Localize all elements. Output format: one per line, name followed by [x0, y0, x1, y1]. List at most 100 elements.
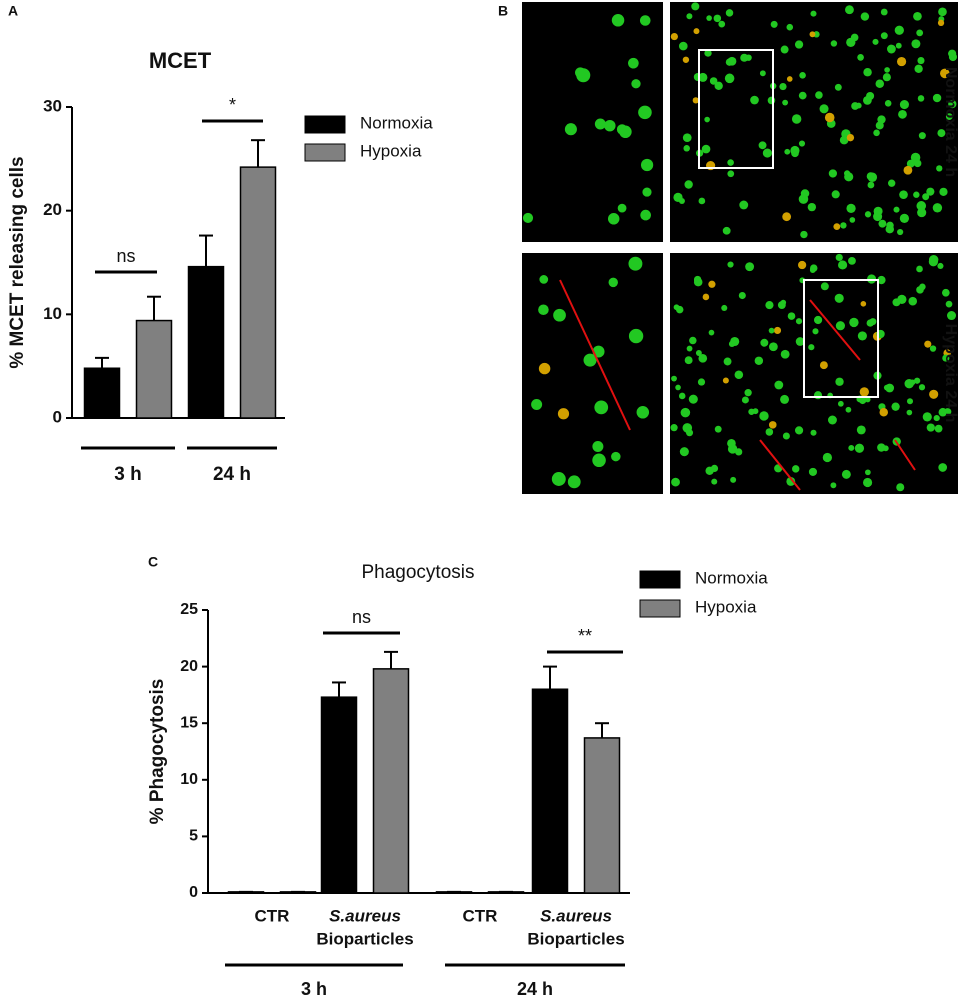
cell	[846, 37, 856, 48]
cell	[678, 41, 688, 51]
cell	[903, 165, 913, 175]
cell	[837, 400, 844, 407]
cell	[682, 423, 693, 433]
cell	[698, 354, 708, 363]
cell	[934, 424, 943, 433]
cell	[795, 337, 805, 346]
cell	[727, 439, 736, 448]
cell	[844, 170, 851, 177]
cell	[799, 72, 806, 79]
x-tick-label: S.aureus	[540, 906, 612, 925]
cell	[594, 118, 606, 130]
cell	[683, 145, 690, 152]
cell	[675, 384, 681, 391]
cell	[800, 230, 808, 239]
cell	[714, 425, 722, 433]
cell	[885, 383, 895, 393]
cell	[765, 428, 774, 436]
cell	[865, 469, 871, 476]
cell	[780, 394, 790, 404]
cell	[691, 2, 700, 11]
cell	[831, 190, 840, 199]
cell	[684, 180, 693, 189]
panel-label: A	[8, 3, 18, 19]
micrographs	[522, 2, 958, 494]
cell	[777, 301, 786, 309]
cell	[738, 292, 746, 300]
bar	[239, 166, 277, 419]
cell	[810, 429, 817, 436]
cell	[906, 398, 914, 405]
cell	[768, 421, 777, 429]
cell	[786, 23, 794, 31]
cell	[670, 424, 678, 432]
cell	[906, 159, 915, 168]
cell	[770, 20, 778, 28]
significance-label: *	[229, 95, 236, 115]
cell	[924, 340, 932, 348]
cell	[787, 312, 796, 320]
cell	[922, 412, 932, 422]
cell	[835, 321, 846, 331]
cell	[784, 148, 791, 155]
cell	[899, 100, 909, 110]
cell	[706, 15, 712, 21]
cell	[913, 191, 920, 198]
cell	[941, 288, 950, 297]
y-tick-label: 20	[43, 200, 62, 219]
cell	[830, 40, 838, 47]
cell	[697, 378, 706, 386]
cell	[782, 212, 792, 222]
cell	[673, 192, 683, 203]
cell	[708, 329, 715, 336]
cell	[759, 70, 766, 77]
panel-label: B	[498, 3, 508, 19]
cell	[774, 380, 784, 390]
bar	[187, 265, 225, 419]
cell	[744, 389, 752, 397]
cell	[730, 476, 737, 483]
cell	[898, 109, 907, 119]
cell	[636, 406, 650, 419]
cell	[867, 181, 875, 189]
cell	[628, 57, 639, 69]
cell	[939, 187, 948, 196]
cell	[592, 453, 606, 468]
cell	[810, 10, 817, 17]
cell	[916, 29, 924, 37]
cell	[835, 253, 843, 262]
cell	[531, 398, 543, 411]
cell	[820, 282, 829, 291]
cell	[873, 212, 883, 222]
cell	[916, 286, 924, 294]
cell	[727, 261, 734, 268]
cell	[682, 133, 692, 143]
cell	[721, 304, 728, 312]
cell	[592, 440, 604, 453]
cell	[711, 478, 718, 485]
cell	[791, 114, 802, 124]
cell	[709, 77, 718, 85]
x-tick-label: S.aureus	[329, 906, 401, 925]
cell	[739, 200, 749, 210]
cell	[819, 104, 829, 114]
cell	[857, 54, 864, 61]
legend-swatch	[304, 115, 346, 134]
cell	[760, 338, 769, 347]
cell	[888, 179, 896, 187]
cell	[929, 389, 939, 399]
cell	[913, 11, 922, 21]
cell	[678, 392, 686, 400]
y-tick-label: 10	[43, 304, 62, 323]
cell	[896, 483, 905, 492]
cell	[896, 56, 907, 67]
cell	[945, 300, 953, 308]
cell	[910, 152, 921, 163]
trap	[559, 279, 631, 431]
cell	[745, 262, 755, 272]
cell	[848, 256, 856, 265]
y-tick-label: 15	[180, 714, 198, 731]
cell	[708, 280, 716, 288]
y-tick-label: 20	[180, 658, 198, 675]
cell	[768, 327, 775, 334]
